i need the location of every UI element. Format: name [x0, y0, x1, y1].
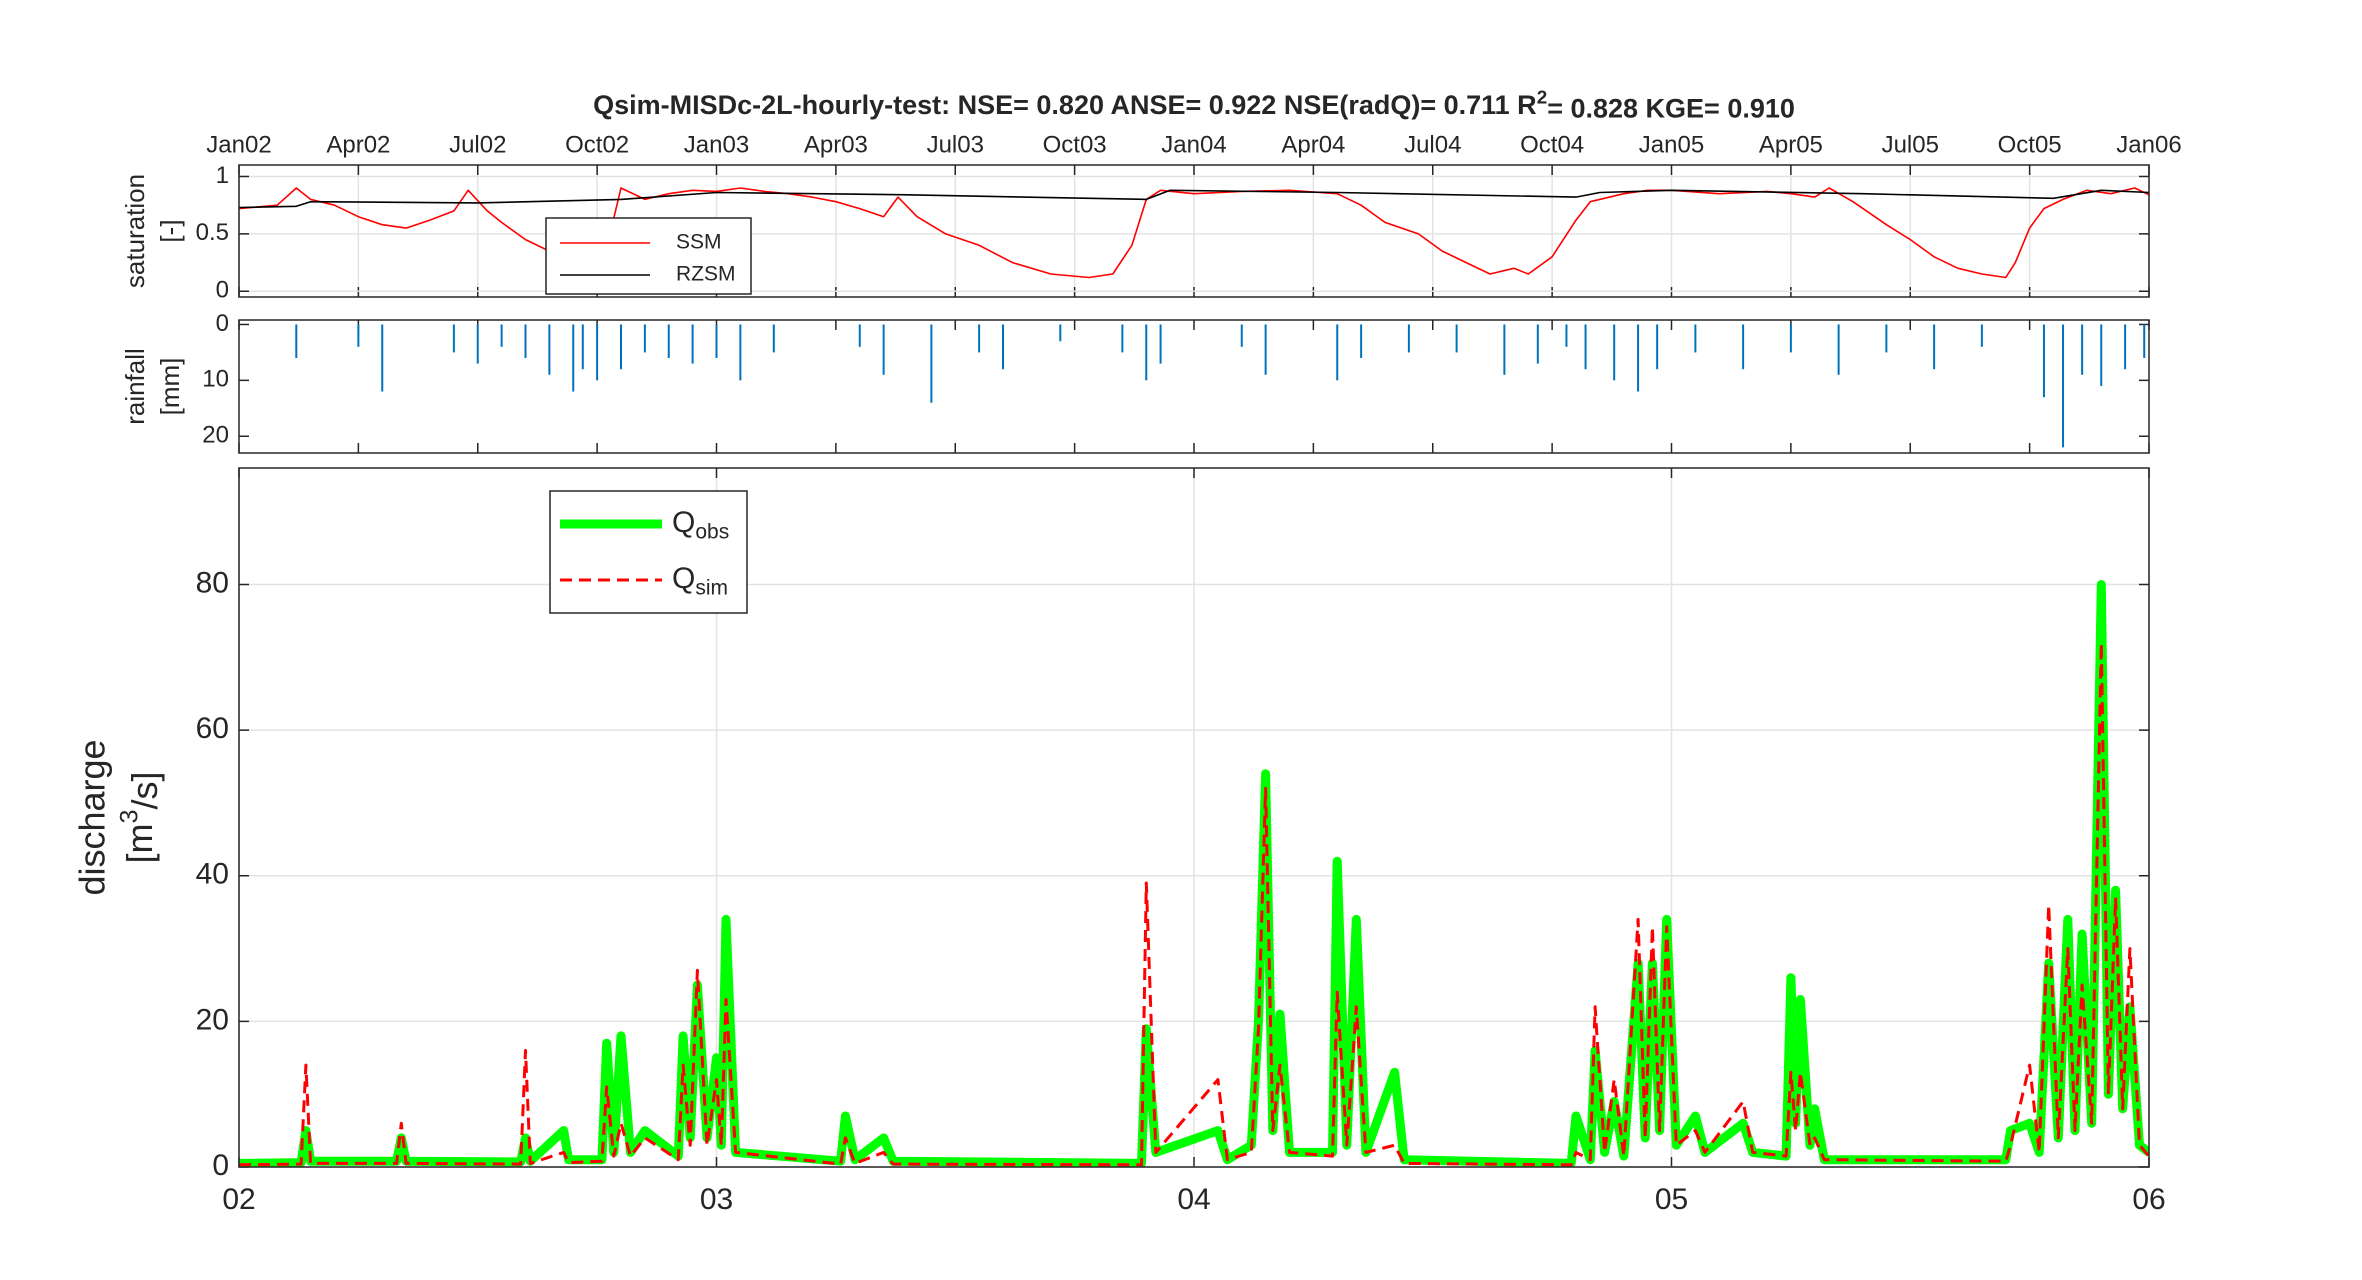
series-line [239, 189, 2149, 209]
x-tick-label: Apr03 [804, 131, 868, 158]
x-tick-label: Jul02 [449, 131, 506, 158]
y-tick-label: 0 [216, 310, 229, 337]
plot-area [239, 320, 2149, 453]
x-tick-label: 02 [222, 1183, 255, 1216]
plot-marks [239, 580, 2149, 1167]
y-axis-label: [m3/s] [115, 771, 164, 863]
x-tick-label: Oct05 [1998, 131, 2062, 158]
axes-box [238, 467, 2150, 1168]
plot-marks [295, 324, 2146, 448]
x-tick-label: Jan06 [2116, 131, 2181, 158]
x-tick-label: Apr04 [1281, 131, 1345, 158]
y-tick-label: 1 [216, 162, 229, 189]
y-tick-label: 0 [216, 277, 229, 304]
axes-box [238, 164, 2150, 298]
y-axis-label: discharge [72, 739, 113, 895]
x-tick-label: Jan02 [206, 131, 271, 158]
x-tick-label: Jan03 [684, 131, 749, 158]
legend-box [545, 217, 752, 295]
axes-box [238, 319, 2150, 454]
x-tick-label: Oct04 [1520, 131, 1584, 158]
x-tick-label: Apr05 [1759, 131, 1823, 158]
y-axis-label: [mm] [155, 358, 185, 416]
x-tick-label: 03 [700, 1183, 733, 1216]
legend-label: SSM [676, 231, 722, 254]
y-tick-label: 0 [212, 1149, 229, 1182]
x-tick-label: 05 [1655, 1183, 1688, 1216]
legend-label: RZSM [676, 263, 736, 286]
x-tick-label: 06 [2132, 1183, 2165, 1216]
y-tick-label: 20 [202, 422, 229, 449]
series-line [239, 641, 2149, 1167]
plot-marks [239, 187, 2149, 279]
series-line [239, 187, 2149, 279]
y-tick-label: 60 [196, 712, 229, 745]
y-tick-label: 40 [196, 858, 229, 891]
x-tick-label: Jan04 [1161, 131, 1226, 158]
legend-box [549, 490, 748, 614]
x-tick-label: Jul05 [1882, 131, 1939, 158]
y-tick-label: 10 [202, 366, 229, 393]
y-axis-label: rainfall [120, 348, 150, 425]
y-tick-label: 20 [196, 1003, 229, 1036]
legend-label: Qsim [672, 562, 728, 599]
x-tick-label: Jan05 [1639, 131, 1704, 158]
x-tick-label: Jul04 [1404, 131, 1461, 158]
y-tick-label: 80 [196, 566, 229, 599]
y-axis-label: saturation [120, 174, 150, 288]
chart-title: Qsim-MISDc-2L-hourly-test: NSE= 0.820 AN… [593, 87, 1795, 123]
x-tick-label: Oct02 [565, 131, 629, 158]
x-tick-label: Jul03 [927, 131, 984, 158]
x-tick-label: Apr02 [326, 131, 390, 158]
legend-label: Qobs [672, 506, 729, 543]
x-tick-label: Oct03 [1043, 131, 1107, 158]
y-axis-label: [-] [155, 219, 185, 242]
x-tick-label: 04 [1177, 1183, 1210, 1216]
y-tick-label: 0.5 [196, 219, 229, 246]
